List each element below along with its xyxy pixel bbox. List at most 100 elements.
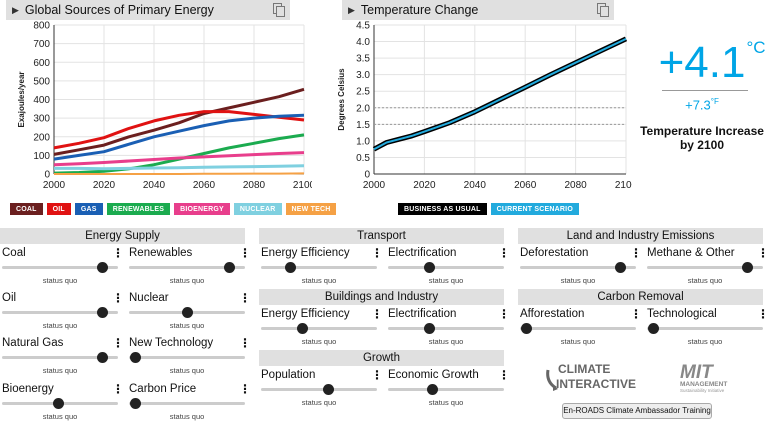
slider-label: Economic Growth: [388, 369, 479, 381]
slider-track[interactable]: [520, 327, 636, 330]
y-tick-label: 0: [364, 170, 370, 181]
slider-track[interactable]: [129, 356, 245, 359]
slider-track[interactable]: [647, 266, 763, 269]
slider-thumb[interactable]: [129, 398, 141, 409]
slider-thumb[interactable]: [96, 262, 108, 273]
more-options-icon[interactable]: ⋮: [239, 291, 251, 305]
slider-nuclear: Nuclear ⋮ status quo: [129, 291, 251, 334]
slider-transport-electrification: Electrification ⋮ status quo: [388, 246, 510, 289]
slider-label: Coal: [2, 247, 26, 259]
x-tick-label: 2040: [464, 180, 487, 190]
legend-new-tech[interactable]: NEW TECH: [285, 203, 337, 215]
ambassador-training-button[interactable]: En-ROADS Climate Ambassador Training: [562, 403, 712, 419]
slider-track[interactable]: [129, 402, 245, 405]
slider-track[interactable]: [2, 356, 118, 359]
y-tick-label: 400: [33, 95, 50, 106]
section-growth[interactable]: Growth: [259, 350, 504, 366]
legend-renewables[interactable]: RENEWABLES: [106, 203, 171, 215]
slider-track[interactable]: [388, 388, 504, 391]
more-options-icon[interactable]: ⋮: [498, 307, 510, 321]
series-line-current-scenario: [373, 37, 627, 151]
slider-thumb[interactable]: [423, 262, 435, 273]
x-tick-label: 2060: [193, 180, 216, 190]
slider-thumb[interactable]: [96, 352, 108, 363]
slider-track[interactable]: [2, 311, 118, 314]
more-options-icon[interactable]: ⋮: [630, 246, 642, 260]
more-options-icon[interactable]: ⋮: [112, 382, 124, 396]
more-options-icon[interactable]: ⋮: [757, 246, 768, 260]
legend-coal[interactable]: COAL: [10, 203, 43, 215]
x-tick-label: 2080: [243, 180, 266, 190]
slider-track[interactable]: [261, 266, 377, 269]
more-options-icon[interactable]: ⋮: [630, 307, 642, 321]
temp-legend: BUSINESS AS USUAL CURRENT SCENARIO: [398, 203, 579, 215]
slider-thumb[interactable]: [423, 323, 435, 334]
slider-thumb[interactable]: [296, 323, 308, 334]
collapse-caret-icon[interactable]: ▶: [12, 4, 19, 15]
slider-economic-growth: Economic Growth ⋮ status quo: [388, 368, 510, 411]
slider-label: Oil: [2, 292, 17, 304]
more-options-icon[interactable]: ⋮: [112, 246, 124, 260]
legend-business-as-usual[interactable]: BUSINESS AS USUAL: [398, 203, 487, 215]
y-tick-label: 700: [33, 39, 50, 50]
slider-technological: Technological ⋮ status quo: [647, 307, 768, 350]
more-options-icon[interactable]: ⋮: [371, 307, 383, 321]
legend-current-scenario[interactable]: CURRENT SCENARIO: [490, 203, 579, 215]
slider-thumb[interactable]: [52, 398, 64, 409]
copy-icon[interactable]: [273, 3, 285, 17]
slider-thumb[interactable]: [427, 384, 439, 395]
more-options-icon[interactable]: ⋮: [498, 246, 510, 260]
slider-oil: Oil ⋮ status quo: [2, 291, 124, 334]
more-options-icon[interactable]: ⋮: [112, 336, 124, 350]
slider-track[interactable]: [261, 327, 377, 330]
y-tick-label: 800: [33, 21, 50, 32]
copy-icon[interactable]: [597, 3, 609, 17]
more-options-icon[interactable]: ⋮: [371, 246, 383, 260]
slider-thumb[interactable]: [614, 262, 626, 273]
slider-thumb[interactable]: [182, 307, 193, 318]
slider-thumb[interactable]: [741, 262, 753, 273]
slider-track[interactable]: [129, 266, 245, 269]
slider-thumb[interactable]: [96, 307, 108, 318]
section-energy-supply[interactable]: Energy Supply: [0, 228, 245, 244]
slider-track[interactable]: [261, 388, 377, 391]
slider-track[interactable]: [388, 266, 504, 269]
more-options-icon[interactable]: ⋮: [757, 307, 768, 321]
slider-track[interactable]: [647, 327, 763, 330]
slider-track[interactable]: [388, 327, 504, 330]
status-quo-label: status quo: [428, 276, 464, 285]
more-options-icon[interactable]: ⋮: [112, 291, 124, 305]
slider-thumb[interactable]: [323, 384, 335, 395]
slider-thumb[interactable]: [285, 262, 296, 273]
slider-natural-gas: Natural Gas ⋮ status quo: [2, 336, 124, 379]
slider-track[interactable]: [520, 266, 636, 269]
slider-track[interactable]: [2, 266, 118, 269]
fahrenheit-unit: °F: [710, 97, 719, 106]
more-options-icon[interactable]: ⋮: [239, 246, 251, 260]
y-tick-label: 200: [33, 132, 50, 143]
legend-nuclear[interactable]: NUCLEAR: [233, 203, 282, 215]
legend-gas[interactable]: GAS: [74, 203, 103, 215]
slider-thumb[interactable]: [647, 323, 659, 334]
fahrenheit-readout: +7.3°F: [640, 97, 764, 112]
status-quo-label: status quo: [169, 276, 205, 285]
series-line-coal: [53, 87, 305, 156]
more-options-icon[interactable]: ⋮: [239, 336, 251, 350]
x-tick-label: 2020: [93, 180, 116, 190]
more-options-icon[interactable]: ⋮: [239, 382, 251, 396]
y-tick-label: 2.5: [356, 87, 370, 98]
slider-thumb[interactable]: [129, 352, 141, 363]
collapse-caret-icon[interactable]: ▶: [348, 4, 355, 15]
series-line-new-tech: [54, 172, 305, 175]
section-land[interactable]: Land and Industry Emissions: [518, 228, 763, 244]
section-buildings[interactable]: Buildings and Industry: [259, 289, 504, 305]
more-options-icon[interactable]: ⋮: [498, 368, 510, 382]
legend-oil[interactable]: OIL: [46, 203, 71, 215]
slider-thumb[interactable]: [520, 323, 532, 334]
more-options-icon[interactable]: ⋮: [371, 368, 383, 382]
section-transport[interactable]: Transport: [259, 228, 504, 244]
status-quo-label: status quo: [560, 276, 596, 285]
section-carbon-removal[interactable]: Carbon Removal: [518, 289, 763, 305]
legend-bioenergy[interactable]: BIOENERGY: [174, 203, 230, 215]
slider-thumb[interactable]: [223, 262, 235, 273]
